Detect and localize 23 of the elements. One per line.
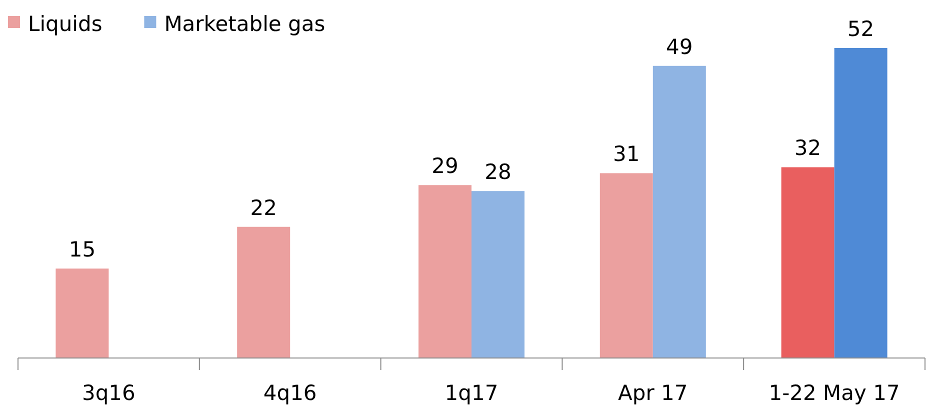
bar <box>781 167 834 358</box>
bar <box>418 185 472 358</box>
bar <box>600 173 653 358</box>
data-label: 29 <box>432 154 458 178</box>
data-label: 15 <box>68 238 96 262</box>
bar <box>472 191 524 358</box>
x-tick-label: 1-22 May 17 <box>768 381 900 405</box>
data-label: 28 <box>484 160 512 184</box>
data-label: 32 <box>794 136 822 160</box>
data-label: 22 <box>250 196 277 220</box>
bar <box>237 226 290 358</box>
data-label: 52 <box>847 17 874 41</box>
x-tick-label: 3q16 <box>82 381 136 405</box>
x-tick-label: 1q17 <box>444 381 498 405</box>
data-label: 49 <box>666 34 693 59</box>
bar <box>834 48 888 358</box>
x-tick-label: Apr 17 <box>618 381 688 405</box>
bar <box>56 268 109 358</box>
legend-label: Liquids <box>28 12 102 36</box>
bar <box>652 66 706 358</box>
data-label: 31 <box>613 142 640 166</box>
x-tick-label: 4q16 <box>263 381 317 405</box>
legend-label: Marketable gas <box>164 12 326 36</box>
